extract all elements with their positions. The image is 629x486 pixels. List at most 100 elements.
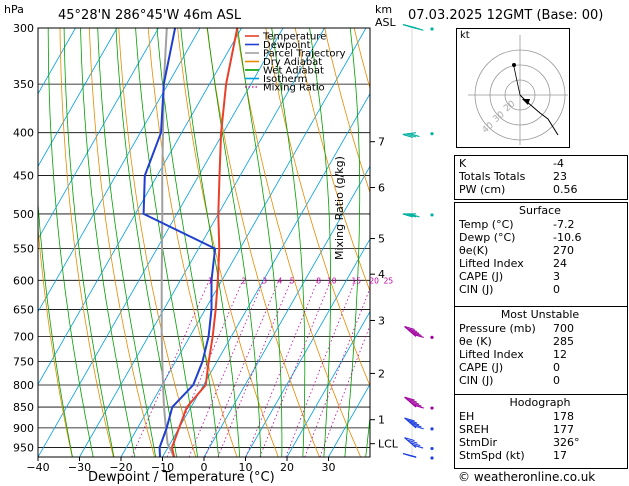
dry-adiabat-line: [177, 28, 279, 457]
wind-barb: [404, 325, 434, 339]
pressure-tick-label: 450: [13, 170, 34, 183]
index-label: Totals Totals: [459, 170, 526, 183]
wind-barb-flag: [413, 26, 424, 31]
hodo-index-title: Hodograph: [509, 396, 571, 409]
km-tick-label: LCL: [378, 438, 399, 451]
mixing-ratio-label: 25: [384, 276, 394, 285]
km-tick-label: 7: [378, 136, 385, 149]
mixing-ratio-line: [259, 280, 332, 457]
isotherm-line: [203, 165, 370, 457]
pressure-tick-label: 550: [13, 243, 34, 256]
unstable-table: Pressure (mb) 700 θe (K) 285 Lifted Index 1…: [456, 322, 626, 387]
index-row: Pressure (mb) 700: [456, 322, 626, 335]
pressure-tick-label: 400: [13, 127, 34, 140]
isotherm-line: [162, 92, 370, 457]
wind-barb-flag: [407, 439, 418, 444]
wind-barb-dot: [430, 406, 434, 410]
mixing-ratio-label: 10: [327, 276, 337, 285]
index-value: -10.6: [553, 231, 582, 244]
pressure-tick-label: 650: [13, 303, 34, 316]
datetime-label: 07.03.2025 12GMT (Base: 00): [408, 8, 604, 23]
copyright-link[interactable]: © weatheronline.co.uk: [458, 470, 596, 484]
wind-barb: [402, 23, 434, 31]
legend-item-label: Isotherm: [263, 74, 307, 85]
wind-barb-flag: [409, 213, 420, 218]
indices-top-table: K -4 Totals Totals 23 PW (cm) 0.56: [456, 157, 626, 196]
mixing-ratio-line: [166, 280, 244, 457]
surface-table: Temp (°C) -7.2 Dewp (°C) -10.6 θe(K) 270 Li…: [456, 218, 626, 296]
dry-adiabat-line: [236, 28, 361, 457]
pressure-tick-label: 700: [13, 330, 34, 343]
wind-barb-flag: [408, 400, 420, 405]
wind-barb-flag: [406, 419, 418, 424]
index-row: Totals Totals 23: [456, 170, 626, 183]
mixing-ratio-line: [204, 280, 280, 457]
x-tick-label: 30: [322, 461, 336, 474]
hodograph-ring-label: 40: [481, 120, 496, 135]
wind-barb-flag: [404, 396, 415, 401]
index-row: θe (K) 285: [456, 335, 626, 348]
legend-item-label: Parcel Trajectory: [263, 49, 346, 60]
wind-barb-flag: [413, 425, 424, 430]
index-label: EH: [459, 410, 475, 423]
legend-item-label: Temperature: [262, 32, 326, 43]
asl-label: ASL: [375, 16, 396, 29]
x-tick-label: 0: [201, 461, 208, 474]
pressure-tick-label: 350: [13, 78, 34, 91]
pressure-tick-label: 800: [13, 379, 34, 392]
index-label: CIN (J): [459, 374, 494, 387]
index-value: 177: [553, 423, 574, 436]
wet-adiabat-line: [115, 28, 177, 457]
unstable-title: Most Unstable: [500, 308, 580, 321]
wind-barb-flag: [408, 329, 420, 334]
index-label: θe(K): [459, 244, 489, 257]
dry-adiabat-line: [294, 28, 370, 293]
index-row: Dewp (°C) -10.6: [456, 231, 626, 244]
wind-barb-flag: [413, 333, 424, 338]
wind-barb: [404, 437, 434, 451]
dewpoint-line: [142, 28, 217, 457]
wind-barb-flag: [410, 442, 421, 447]
dry-adiabat-line: [89, 28, 155, 457]
wind-barb-flag: [405, 133, 417, 138]
wet-adiabat-line: [63, 28, 115, 457]
wind-barb-dot: [430, 456, 434, 460]
wind-barb-dot: [430, 213, 434, 217]
temperature-line: [171, 28, 239, 457]
surface-title: Surface: [519, 204, 561, 217]
index-value: 700: [553, 322, 574, 335]
wind-barb-flag: [402, 133, 414, 138]
index-value: 285: [553, 335, 574, 348]
pressure-tick-label: 300: [13, 22, 34, 35]
wet-adiabat-line: [156, 28, 219, 457]
wind-barb: [402, 213, 434, 218]
mixing-ratio-label: 4: [278, 276, 283, 285]
index-label: CAPE (J): [459, 361, 504, 374]
x-axis-title: Dewpoint / Temperature (°C): [88, 470, 275, 485]
index-row: SREH 177: [456, 423, 626, 436]
dry-adiabat-line: [118, 28, 197, 457]
index-row: CAPE (J) 3: [456, 270, 626, 283]
mixing-ratio-line: [131, 280, 210, 457]
index-value: 17: [553, 449, 567, 462]
wet-adiabat-line: [47, 28, 94, 457]
isotherm-line: [245, 238, 370, 457]
dry-adiabat-line: [324, 28, 370, 194]
km-tick-label: 4: [378, 268, 385, 281]
index-value: 178: [553, 410, 574, 423]
legend-item-label: Mixing Ratio: [263, 83, 325, 94]
pressure-tick-label: 500: [13, 208, 34, 221]
wind-barb: [404, 396, 434, 410]
hodograph-panel: 40 30 20 kt: [456, 28, 570, 148]
wind-barb: [402, 452, 434, 460]
hodograph-ring-label: 20: [502, 99, 517, 114]
index-value: -7.2: [553, 218, 575, 231]
wind-barb-flag: [411, 423, 422, 428]
wet-adiabat-line: [237, 28, 283, 457]
wind-barb-flag: [406, 398, 418, 403]
index-row: StmDir 326°: [456, 436, 626, 449]
index-label: θe (K): [459, 335, 492, 348]
index-row: θe(K) 270: [456, 244, 626, 257]
pressure-tick-label: 950: [13, 442, 34, 455]
